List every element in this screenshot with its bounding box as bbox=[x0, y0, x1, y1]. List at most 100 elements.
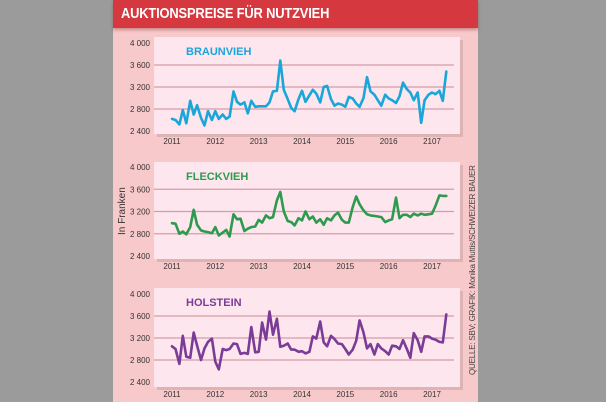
x-tick-label: 2014 bbox=[293, 262, 311, 271]
data-point bbox=[319, 320, 322, 323]
data-point bbox=[174, 119, 177, 121]
data-point bbox=[445, 195, 448, 197]
data-point bbox=[268, 217, 271, 219]
y-tick-label: 2 400 bbox=[130, 252, 151, 261]
data-point bbox=[391, 344, 393, 347]
data-point bbox=[228, 235, 231, 238]
data-point bbox=[431, 337, 433, 340]
data-point bbox=[308, 94, 311, 97]
data-point bbox=[196, 224, 198, 226]
data-point bbox=[358, 106, 361, 108]
data-point bbox=[261, 321, 263, 324]
data-point bbox=[341, 219, 343, 221]
data-point bbox=[225, 118, 227, 120]
data-point bbox=[218, 234, 220, 237]
data-point bbox=[395, 102, 397, 104]
data-point bbox=[312, 215, 314, 218]
data-point bbox=[185, 355, 188, 358]
data-point bbox=[333, 104, 336, 107]
x-tick-label: 2012 bbox=[206, 137, 224, 146]
data-point bbox=[290, 348, 293, 351]
data-point bbox=[337, 342, 339, 345]
data-point bbox=[355, 195, 358, 198]
data-point bbox=[416, 339, 419, 342]
chart-braunvieh: 4 000 3 600 3 200 2 800 2 400 2011 2012 2013 201… bbox=[130, 37, 463, 146]
data-point bbox=[283, 344, 285, 347]
data-point bbox=[434, 338, 437, 341]
data-point bbox=[221, 231, 224, 234]
data-point bbox=[272, 333, 274, 336]
data-point bbox=[387, 97, 390, 100]
data-point bbox=[341, 343, 343, 345]
data-point bbox=[185, 122, 188, 125]
data-point bbox=[409, 216, 412, 218]
data-point bbox=[308, 351, 311, 353]
x-tick-label: 2016 bbox=[380, 390, 398, 399]
data-point bbox=[214, 226, 217, 228]
data-point bbox=[225, 229, 227, 231]
data-point bbox=[391, 99, 393, 101]
data-point bbox=[442, 341, 444, 344]
data-point bbox=[207, 110, 209, 112]
data-point bbox=[196, 344, 198, 347]
data-point bbox=[214, 110, 217, 112]
data-point bbox=[409, 91, 412, 94]
data-point bbox=[413, 212, 415, 215]
y-tick-label: 4 000 bbox=[130, 163, 151, 172]
data-point bbox=[413, 99, 415, 101]
data-point bbox=[239, 217, 242, 220]
data-point bbox=[373, 93, 376, 96]
data-point bbox=[413, 332, 415, 334]
data-point bbox=[182, 109, 184, 111]
data-point bbox=[232, 90, 235, 93]
data-point bbox=[423, 214, 426, 216]
data-point bbox=[366, 347, 368, 350]
data-point bbox=[366, 76, 368, 78]
x-tick-label: 2013 bbox=[250, 262, 268, 271]
x-tick-label: 2014 bbox=[293, 390, 311, 399]
data-point bbox=[171, 222, 173, 224]
data-point bbox=[438, 341, 441, 343]
data-point bbox=[387, 219, 390, 222]
data-point bbox=[257, 105, 260, 108]
data-point bbox=[250, 100, 253, 102]
data-point bbox=[406, 88, 408, 90]
data-point bbox=[297, 98, 300, 100]
data-point bbox=[261, 221, 263, 224]
data-point bbox=[221, 113, 224, 116]
data-point bbox=[326, 85, 328, 87]
y-tick-label: 3 600 bbox=[130, 185, 151, 194]
data-point bbox=[369, 214, 372, 217]
data-point bbox=[341, 103, 343, 106]
data-point bbox=[250, 226, 253, 228]
data-point bbox=[355, 102, 358, 105]
data-point bbox=[207, 231, 209, 233]
data-point bbox=[286, 220, 289, 222]
data-point bbox=[369, 90, 372, 93]
data-point bbox=[211, 337, 213, 340]
data-point bbox=[228, 348, 231, 350]
data-point bbox=[330, 219, 332, 222]
plot-area bbox=[154, 37, 460, 134]
data-point bbox=[366, 213, 368, 216]
data-point bbox=[290, 107, 293, 109]
data-point bbox=[236, 218, 238, 221]
data-point bbox=[243, 352, 246, 354]
data-point bbox=[290, 221, 293, 223]
y-tick-label: 3 200 bbox=[130, 208, 151, 217]
data-point bbox=[308, 218, 311, 221]
data-point bbox=[203, 347, 206, 350]
data-point bbox=[322, 341, 325, 344]
data-point bbox=[286, 98, 289, 100]
title-bar: AUKTIONSPREISE FÜR NUTZVIEH bbox=[113, 0, 478, 28]
data-point bbox=[279, 346, 282, 348]
x-tick-label: 2011 bbox=[163, 262, 181, 271]
data-point bbox=[333, 214, 336, 217]
data-point bbox=[431, 212, 433, 215]
data-point bbox=[189, 226, 191, 228]
data-point bbox=[301, 90, 303, 92]
x-tick-label: 2015 bbox=[336, 262, 354, 271]
data-point bbox=[344, 106, 347, 108]
data-point bbox=[358, 319, 361, 322]
